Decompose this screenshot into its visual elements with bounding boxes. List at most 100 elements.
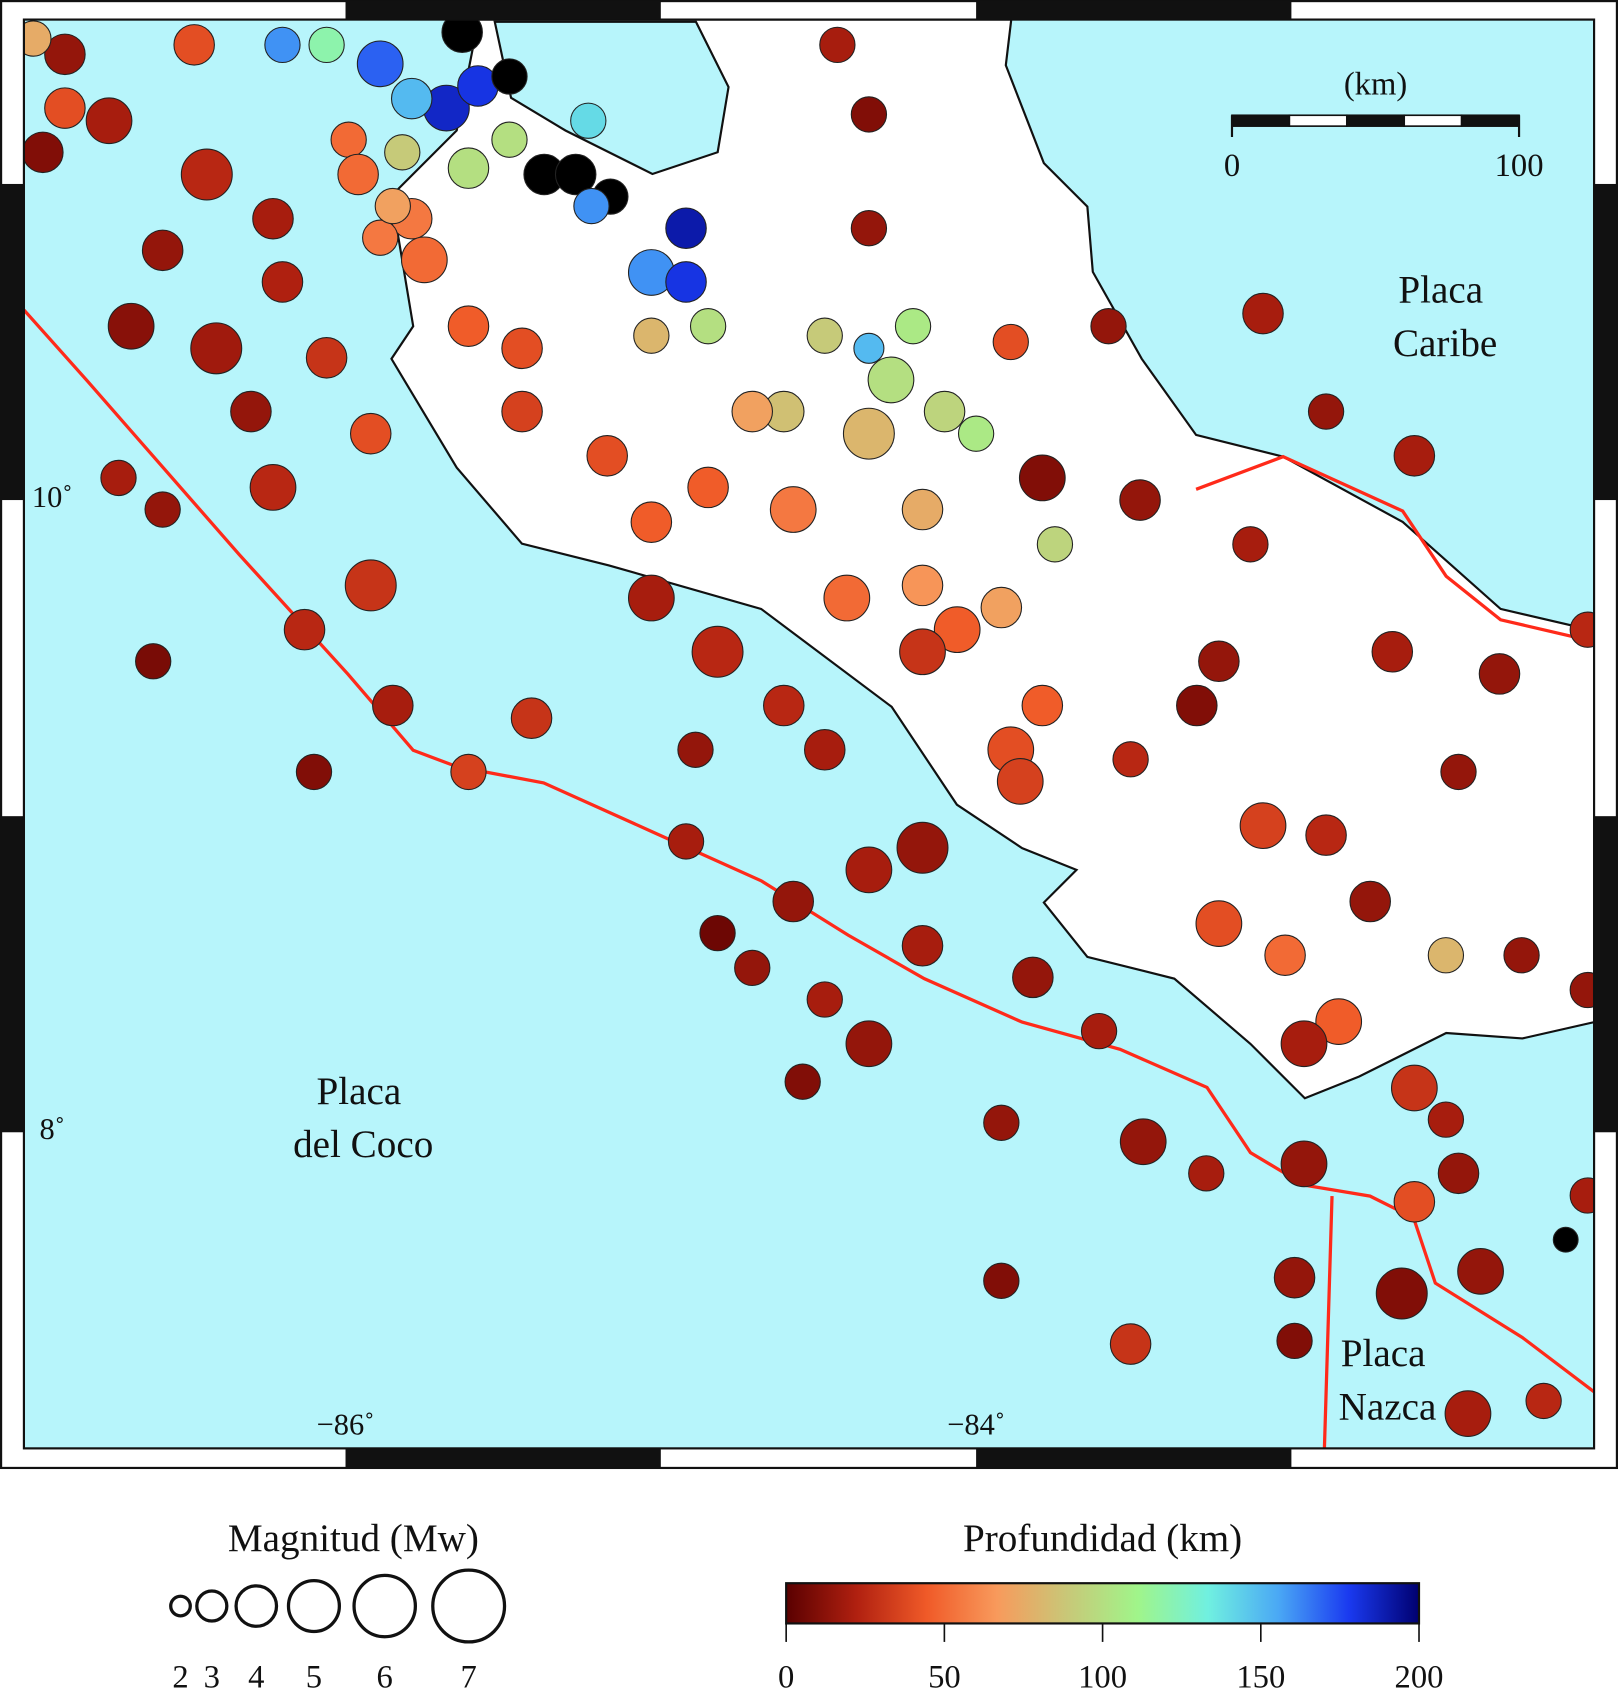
- earthquake: [491, 121, 528, 158]
- earthquake: [772, 880, 815, 923]
- earthquake: [173, 24, 215, 66]
- earthquake: [586, 435, 628, 477]
- earthquake: [983, 1104, 1020, 1141]
- earthquake: [1273, 1256, 1316, 1299]
- scale-segment: [1403, 114, 1463, 127]
- earthquake: [667, 823, 705, 860]
- magnitude-legend-label: 6: [377, 1659, 393, 1695]
- magnitude-legend-circle: [234, 1584, 279, 1628]
- earthquake: [1280, 1020, 1328, 1068]
- earthquake: [630, 501, 673, 543]
- earthquake: [901, 924, 944, 967]
- earthquake: [784, 1063, 821, 1100]
- earthquake: [1307, 393, 1345, 430]
- earthquake: [899, 628, 946, 676]
- earthquake: [1198, 640, 1240, 683]
- magnitude-legend-circle: [169, 1594, 192, 1618]
- earthquake: [1176, 684, 1218, 727]
- lat-tick-label: 8˚: [40, 1112, 65, 1146]
- lat-tick-label: 10˚: [32, 480, 73, 514]
- earthquake: [803, 729, 846, 771]
- earthquake: [1569, 1177, 1595, 1214]
- earthquake: [769, 486, 817, 533]
- earthquake: [230, 390, 272, 433]
- fracture-zone: [1322, 1196, 1334, 1449]
- lon-tick-label: −86˚: [317, 1408, 375, 1442]
- legends: (km) 0 100 Magnitud (Mw) 2 3 4 5 6 7 Profundidad (…: [169, 66, 1544, 1695]
- earthquake: [1349, 880, 1391, 923]
- earthquake: [1393, 1181, 1436, 1223]
- earthquake: [731, 390, 774, 433]
- earthquake: [264, 26, 301, 64]
- earthquake: [850, 210, 888, 247]
- frame-bar: [0, 183, 24, 501]
- earthquake: [337, 153, 379, 196]
- plate-label: Nazca: [1339, 1385, 1437, 1428]
- map-layers: [23, 19, 1595, 1449]
- earthquake: [450, 753, 487, 791]
- earthquake: [983, 1262, 1020, 1299]
- earthquake: [501, 327, 543, 370]
- earthquake: [441, 19, 483, 53]
- earthquake: [1280, 1140, 1328, 1188]
- earthquake: [923, 390, 966, 433]
- colorbar-tick-label: 150: [1236, 1659, 1285, 1695]
- earthquake: [677, 731, 714, 768]
- earthquake: [85, 97, 133, 145]
- earthquake: [763, 684, 805, 727]
- earthquake: [896, 821, 949, 874]
- earthquake: [689, 308, 727, 345]
- earthquake: [554, 153, 597, 196]
- earthquake: [261, 261, 304, 303]
- plate-label: Placa: [1398, 269, 1483, 312]
- magnitude-legend-label: 5: [306, 1659, 322, 1695]
- earthquake: [845, 846, 893, 894]
- earthquake: [1264, 934, 1306, 977]
- plate-label: Placa: [316, 1070, 401, 1113]
- earthquake: [1371, 631, 1414, 673]
- earthquake: [362, 219, 399, 256]
- earthquake: [842, 407, 895, 460]
- colorbar-tick-label: 0: [778, 1659, 794, 1695]
- earthquake: [933, 606, 981, 654]
- scale-segment: [1345, 114, 1406, 127]
- earthquake: [1119, 479, 1161, 521]
- magnitude-legend-label: 4: [248, 1659, 264, 1695]
- frame-bar: [976, 0, 1292, 20]
- earthquake: [1552, 1226, 1579, 1253]
- plate-label: del Coco: [293, 1123, 433, 1166]
- earthquake: [1457, 1247, 1504, 1295]
- scale-segment: [1460, 114, 1520, 127]
- earthquake: [850, 96, 888, 133]
- lake: [493, 20, 730, 176]
- magnitude-legend-circle: [195, 1589, 229, 1623]
- earthquake: [687, 466, 729, 509]
- earthquake: [867, 356, 915, 404]
- earthquake: [901, 488, 944, 531]
- magnitude-legend-circle: [286, 1578, 341, 1634]
- earthquake: [447, 305, 490, 347]
- plate-label: Caribe: [1393, 322, 1497, 365]
- colorbar-tick-label: 50: [928, 1659, 961, 1695]
- earthquake: [23, 20, 52, 57]
- frame-bar: [345, 1448, 661, 1468]
- earthquake: [819, 26, 856, 64]
- earthquake: [400, 236, 448, 284]
- deformed-belt: [1195, 454, 1595, 644]
- earthquake: [573, 187, 610, 225]
- earthquake: [691, 625, 744, 678]
- earthquake: [823, 574, 871, 622]
- events: [23, 19, 1595, 1437]
- magnitude-legend-title: Magnitud (Mw): [228, 1517, 479, 1560]
- earthquake: [1375, 1267, 1428, 1320]
- depth-legend-title: Profundidad (km): [963, 1517, 1242, 1560]
- earthquake: [665, 261, 707, 303]
- frame-bar: [976, 1448, 1292, 1468]
- earthquake: [305, 337, 348, 379]
- earthquake: [633, 317, 670, 354]
- earthquake: [1036, 526, 1074, 563]
- earthquake: [135, 643, 172, 680]
- magnitude-legend-circle: [352, 1573, 418, 1639]
- labels: −86˚ −84˚ 10˚ 8˚ Placa Caribe Placa del Coco Pla…: [32, 269, 1497, 1442]
